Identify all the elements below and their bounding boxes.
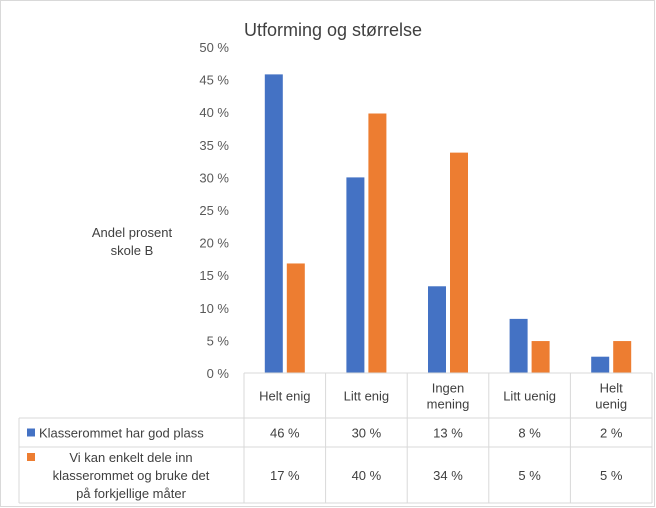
legend-label: på forkjellige måter	[76, 486, 186, 501]
legend-label: klasserommet og bruke det	[53, 468, 210, 483]
data-table-value: 5 %	[518, 468, 541, 483]
category-label: mening	[427, 397, 470, 412]
bar-series-2	[368, 113, 387, 373]
y-tick-label: 25 %	[199, 203, 229, 218]
y-axis-label-line: Andel prosent	[91, 225, 173, 240]
y-axis-label-line: skole B	[110, 243, 154, 258]
bar-series-1	[428, 286, 446, 373]
y-tick-label: 0 %	[207, 366, 230, 381]
category-label: Helt	[600, 381, 624, 396]
data-table-value: 5 %	[600, 468, 623, 483]
category-label: Ingen	[432, 381, 465, 396]
bar-series-2	[450, 152, 468, 373]
bar-series-1	[509, 318, 528, 373]
y-tick-label: 15 %	[199, 268, 229, 283]
data-table-value: 34 %	[433, 468, 463, 483]
data-table-value: 13 %	[433, 426, 463, 441]
bar-series-1	[591, 356, 610, 373]
y-tick-label: 50 %	[199, 40, 229, 55]
bar-series-1	[264, 74, 283, 373]
category-label: Litt enig	[344, 389, 390, 404]
chart-title: Utforming og størrelse	[244, 20, 423, 40]
y-tick-label: 35 %	[199, 138, 229, 153]
y-tick-label: 40 %	[199, 105, 229, 120]
category-label: Helt enig	[259, 389, 310, 404]
y-tick-label: 30 %	[199, 170, 229, 185]
legend-label: Klasserommet har god plass	[39, 426, 204, 441]
bar-series-2	[613, 341, 632, 373]
bar-series-2	[286, 263, 305, 373]
y-axis-label: Andel prosent skole B	[62, 224, 202, 260]
data-table-value: 17 %	[270, 468, 300, 483]
legend-key-series-1	[27, 428, 35, 437]
legend-label: Vi kan enkelt dele inn	[69, 450, 192, 465]
bar-series-1	[346, 177, 365, 373]
y-tick-label: 45 %	[199, 73, 229, 88]
data-table-value: 2 %	[600, 426, 623, 441]
data-table-value: 40 %	[352, 468, 382, 483]
data-table-value: 8 %	[518, 426, 541, 441]
data-table-value: 46 %	[270, 426, 300, 441]
data-table-value: 30 %	[352, 426, 382, 441]
bar-series-2	[531, 341, 550, 373]
y-tick-label: 5 %	[207, 333, 230, 348]
y-tick-label: 20 %	[199, 236, 229, 251]
legend-key-series-2	[27, 453, 35, 461]
category-label: Litt uenig	[503, 389, 556, 404]
category-label: uenig	[595, 397, 627, 412]
y-tick-label: 10 %	[199, 301, 229, 316]
